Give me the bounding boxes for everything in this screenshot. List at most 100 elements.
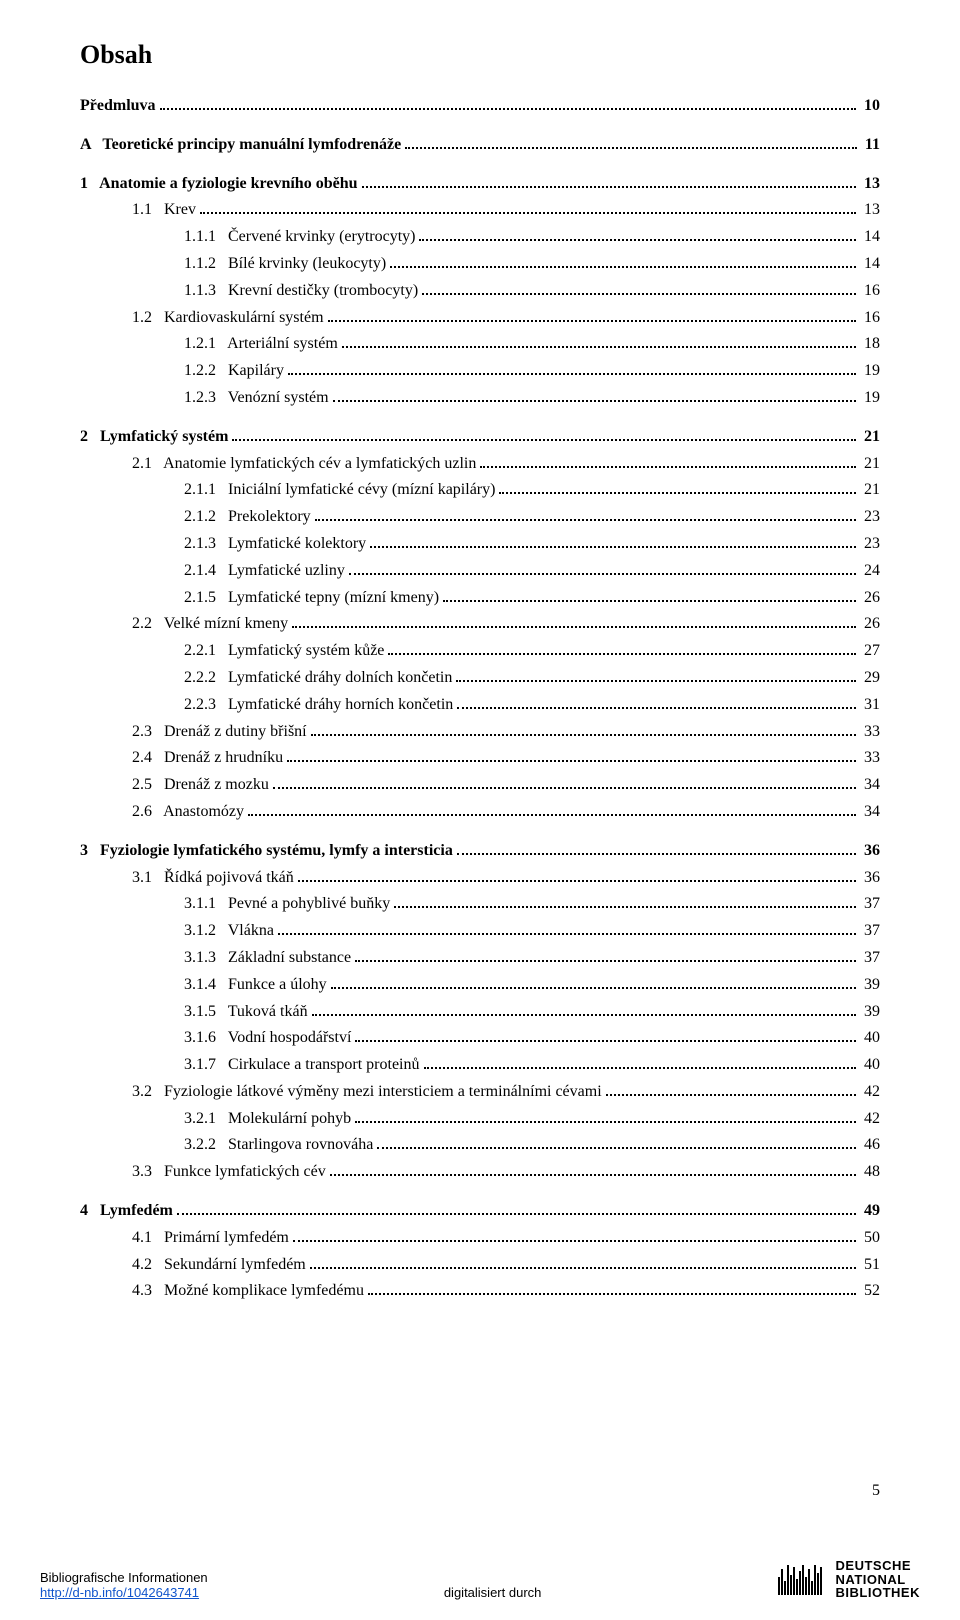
toc-block: 1 Anatomie a fyziologie krevního oběhu13… bbox=[80, 172, 880, 411]
dnb-line: NATIONAL bbox=[836, 1573, 920, 1587]
toc-leader-dots bbox=[422, 293, 856, 295]
toc-page-number: 24 bbox=[860, 559, 880, 584]
toc-line: 1 Anatomie a fyziologie krevního oběhu13 bbox=[80, 172, 880, 197]
toc-leader-dots bbox=[312, 1014, 856, 1016]
toc-label: 2.2 Velké mízní kmeny bbox=[116, 612, 288, 637]
toc-line: 3.2.2 Starlingova rovnováha46 bbox=[80, 1133, 880, 1158]
toc-page-number: 10 bbox=[860, 94, 880, 119]
toc-leader-dots bbox=[377, 1147, 856, 1149]
toc-line: Předmluva10 bbox=[80, 94, 880, 119]
toc-label: 2.1.5 Lymfatické tepny (mízní kmeny) bbox=[152, 586, 439, 611]
toc-leader-dots bbox=[606, 1094, 856, 1096]
toc-label: A Teoretické principy manuální lymfodren… bbox=[80, 133, 401, 158]
toc-page-number: 48 bbox=[860, 1160, 880, 1185]
toc-leader-dots bbox=[480, 466, 856, 468]
toc-page-number: 36 bbox=[860, 839, 880, 864]
toc-leader-dots bbox=[424, 1067, 857, 1069]
toc-line: 3.1 Řídká pojivová tkáň 36 bbox=[80, 866, 880, 891]
toc-label: 2.4 Drenáž z hrudníku bbox=[116, 746, 283, 771]
toc-label: 2.2.2 Lymfatické dráhy dolních končetin bbox=[152, 666, 452, 691]
toc-line: 3.1.2 Vlákna37 bbox=[80, 919, 880, 944]
toc-line: 2.3 Drenáž z dutiny břišní 33 bbox=[80, 720, 880, 745]
toc-label: 3.1.5 Tuková tkáň bbox=[152, 1000, 308, 1025]
toc-label: 3.2.2 Starlingova rovnováha bbox=[152, 1133, 373, 1158]
table-of-contents: Předmluva10 A Teoretické principy manuáln… bbox=[80, 94, 880, 1304]
toc-page-number: 19 bbox=[860, 386, 880, 411]
toc-line: 2.1 Anatomie lymfatických cév a lymfatic… bbox=[80, 452, 880, 477]
toc-label: 2.3 Drenáž z dutiny břišní bbox=[116, 720, 307, 745]
toc-leader-dots bbox=[368, 1293, 856, 1295]
toc-page-number: 16 bbox=[860, 279, 880, 304]
toc-page-number: 36 bbox=[860, 866, 880, 891]
toc-page-number: 33 bbox=[860, 720, 880, 745]
toc-label: 1.1.3 Krevní destičky (trombocyty) bbox=[152, 279, 418, 304]
toc-line: 2.2.2 Lymfatické dráhy dolních končetin 2… bbox=[80, 666, 880, 691]
toc-leader-dots bbox=[457, 853, 856, 855]
toc-leader-dots bbox=[177, 1213, 856, 1215]
toc-page-number: 39 bbox=[860, 1000, 880, 1025]
toc-label: 3.1.4 Funkce a úlohy bbox=[152, 973, 327, 998]
toc-leader-dots bbox=[330, 1174, 856, 1176]
toc-leader-dots bbox=[457, 707, 856, 709]
toc-line: 1.2 Kardiovaskulární systém16 bbox=[80, 306, 880, 331]
toc-page-number: 31 bbox=[860, 693, 880, 718]
toc-line: 3.1.3 Základní substance37 bbox=[80, 946, 880, 971]
toc-line: 2.1.5 Lymfatické tepny (mízní kmeny)26 bbox=[80, 586, 880, 611]
toc-line: A Teoretické principy manuální lymfodren… bbox=[80, 133, 880, 158]
toc-leader-dots bbox=[278, 933, 856, 935]
toc-leader-dots bbox=[310, 1267, 856, 1269]
toc-line: 1.1.2 Bílé krvinky (leukocyty)14 bbox=[80, 252, 880, 277]
toc-line: 4 Lymfedém49 bbox=[80, 1199, 880, 1224]
toc-leader-dots bbox=[456, 680, 856, 682]
toc-leader-dots bbox=[443, 600, 856, 602]
toc-label: 3.3 Funkce lymfatických cév bbox=[116, 1160, 326, 1185]
toc-page-number: 27 bbox=[860, 639, 880, 664]
toc-line: 1.2.2 Kapiláry19 bbox=[80, 359, 880, 384]
toc-label: 2.1.3 Lymfatické kolektory bbox=[152, 532, 366, 557]
footer-link[interactable]: http://d-nb.info/1042643741 bbox=[40, 1585, 199, 1600]
toc-label: 2.1.2 Prekolektory bbox=[152, 505, 311, 530]
toc-label: 1.1.1 Červené krvinky (erytrocyty) bbox=[152, 225, 415, 250]
toc-line: 3.3 Funkce lymfatických cév 48 bbox=[80, 1160, 880, 1185]
toc-page-number: 37 bbox=[860, 946, 880, 971]
toc-line: 4.3 Možné komplikace lymfedému52 bbox=[80, 1279, 880, 1304]
toc-leader-dots bbox=[355, 960, 856, 962]
toc-page-number: 42 bbox=[860, 1107, 880, 1132]
toc-page-number: 33 bbox=[860, 746, 880, 771]
toc-page-number: 50 bbox=[860, 1226, 880, 1251]
toc-page-number: 13 bbox=[860, 198, 880, 223]
toc-line: 2.5 Drenáž z mozku34 bbox=[80, 773, 880, 798]
toc-line: 1.2.1 Arteriální systém18 bbox=[80, 332, 880, 357]
toc-line: 2.2 Velké mízní kmeny 26 bbox=[80, 612, 880, 637]
toc-page-number: 26 bbox=[860, 612, 880, 637]
toc-leader-dots bbox=[499, 492, 856, 494]
toc-label: 1.2.3 Venózní systém bbox=[152, 386, 329, 411]
toc-leader-dots bbox=[160, 108, 856, 110]
toc-leader-dots bbox=[388, 653, 856, 655]
toc-line: 2.2.3 Lymfatické dráhy horních končetin3… bbox=[80, 693, 880, 718]
toc-line: 2.1.3 Lymfatické kolektory23 bbox=[80, 532, 880, 557]
toc-leader-dots bbox=[273, 787, 856, 789]
toc-leader-dots bbox=[232, 439, 856, 441]
toc-label: 2.2.1 Lymfatický systém kůže bbox=[152, 639, 384, 664]
toc-leader-dots bbox=[370, 546, 856, 548]
toc-label: 2.1 Anatomie lymfatických cév a lymfatic… bbox=[116, 452, 476, 477]
toc-label: 3.1 Řídká pojivová tkáň bbox=[116, 866, 294, 891]
toc-line: 4.1 Primární lymfedém50 bbox=[80, 1226, 880, 1251]
toc-line: 3.1.4 Funkce a úlohy39 bbox=[80, 973, 880, 998]
toc-leader-dots bbox=[419, 239, 856, 241]
toc-leader-dots bbox=[362, 186, 857, 188]
dnb-line: DEUTSCHE bbox=[836, 1559, 920, 1573]
toc-page-number: 19 bbox=[860, 359, 880, 384]
toc-leader-dots bbox=[355, 1121, 856, 1123]
toc-label: 2 Lymfatický systém bbox=[80, 425, 228, 450]
toc-leader-dots bbox=[331, 987, 856, 989]
toc-leader-dots bbox=[405, 147, 857, 149]
toc-label: 1.2 Kardiovaskulární systém bbox=[116, 306, 324, 331]
toc-page-number: 21 bbox=[860, 452, 880, 477]
toc-block: Předmluva10 bbox=[80, 94, 880, 119]
toc-block: 3 Fyziologie lymfatického systému, lymfy… bbox=[80, 839, 880, 1185]
toc-line: 2.6 Anastomózy34 bbox=[80, 800, 880, 825]
toc-page-number: 29 bbox=[860, 666, 880, 691]
toc-page-number: 13 bbox=[860, 172, 880, 197]
